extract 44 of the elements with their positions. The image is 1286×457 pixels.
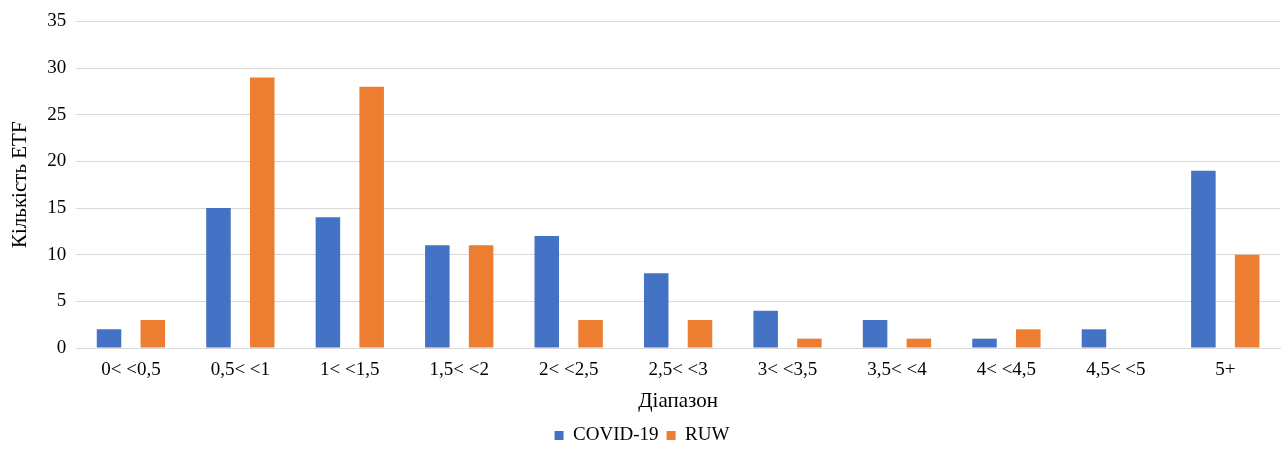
bar — [797, 338, 822, 348]
y-tick-label: 0 — [56, 335, 67, 357]
y-tick-label: 35 — [47, 9, 67, 31]
x-tick-label: 4< <4,5 — [976, 358, 1037, 380]
y-tick-label: 10 — [47, 242, 67, 264]
bar — [906, 338, 932, 348]
x-tick-label: 4,5< <5 — [1086, 358, 1146, 380]
bar — [315, 217, 341, 348]
bar — [96, 329, 122, 348]
bar — [425, 245, 450, 348]
x-tick-label: 5+ — [1215, 358, 1236, 380]
x-tick-label: 3< <3,5 — [757, 358, 818, 380]
y-tick-label: 25 — [47, 102, 67, 124]
y-tick-label: 20 — [47, 149, 67, 171]
bar — [359, 86, 384, 348]
y-axis-title: Кількість ETF — [7, 121, 32, 248]
x-tick-label: 1< <1,5 — [320, 358, 380, 380]
bar — [534, 236, 560, 348]
bar — [972, 338, 997, 348]
bar — [468, 245, 494, 348]
bar — [249, 77, 275, 348]
y-tick-label: 15 — [47, 196, 67, 218]
y-tick-label: 5 — [56, 289, 67, 311]
x-tick-label: 2< <2,5 — [538, 358, 599, 380]
bar — [206, 208, 231, 348]
x-tick-label: 0< <0,5 — [101, 358, 161, 380]
x-axis-title: Діапазон — [638, 387, 718, 412]
bar — [1081, 329, 1107, 348]
x-tick-label: 3,5< <4 — [867, 358, 928, 380]
legend-label: RUW — [685, 423, 730, 445]
bar — [578, 320, 603, 348]
legend-label: COVID-19 — [573, 423, 659, 445]
bar — [1234, 254, 1260, 348]
bar — [753, 310, 778, 348]
x-tick-label: 1,5< <2 — [429, 358, 489, 380]
y-tick-label: 30 — [47, 56, 67, 78]
x-tick-label: 0,5< <1 — [210, 358, 271, 380]
x-tick-label: 2,5< <3 — [648, 358, 708, 380]
bar — [687, 320, 713, 348]
bar — [862, 320, 888, 348]
bar — [1016, 329, 1041, 348]
bar — [1191, 170, 1216, 348]
bar — [140, 320, 166, 348]
bar — [643, 273, 669, 348]
